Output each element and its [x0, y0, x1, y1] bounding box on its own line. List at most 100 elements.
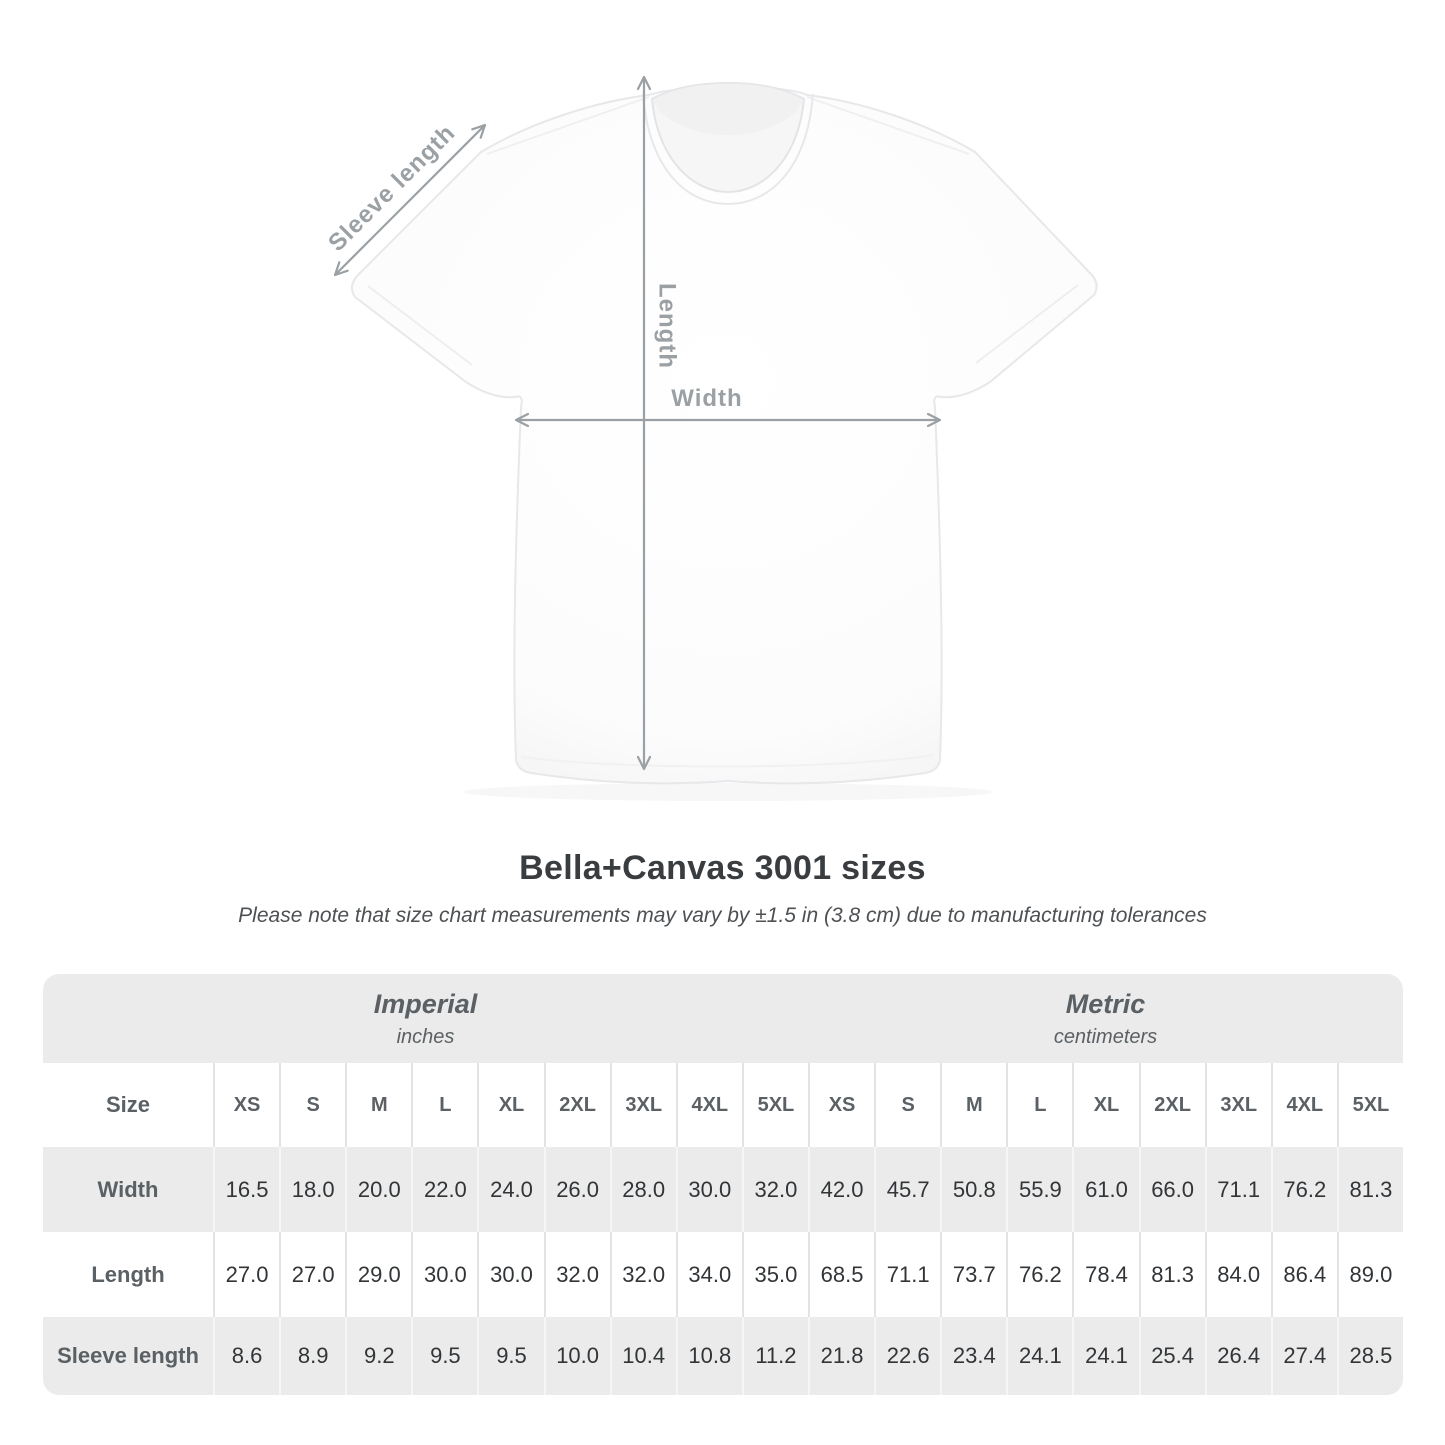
- size-header-cell: 3XL: [609, 1063, 676, 1147]
- measurement-cell: 23.4: [940, 1317, 1006, 1395]
- size-header-cell: 5XL: [741, 1063, 808, 1147]
- measurement-arrows: [333, 75, 942, 771]
- imperial-group-label: Imperial: [373, 988, 478, 1019]
- size-header-row: Size XS S M L XL 2XL 3XL 4XL 5XL XS S M L XL 2XL 3XL 4XL…: [43, 1063, 1403, 1147]
- measurement-cell: 16.5: [213, 1147, 279, 1232]
- sleeve-length-row-label: Sleeve length: [57, 1343, 199, 1368]
- measurement-cell: 29.0: [345, 1232, 411, 1317]
- measurement-cell: 45.7: [874, 1147, 940, 1232]
- size-header-cell: L: [1006, 1063, 1072, 1147]
- sleeve-length-row: Sleeve length 8.6 8.9 9.2 9.5 9.5 10.0 10.4 10.…: [43, 1317, 1403, 1395]
- measurement-cell: 11.2: [741, 1317, 808, 1395]
- width-row: Width 16.5 18.0 20.0 22.0 24.0 26.0 28.0 30.0 32…: [43, 1147, 1403, 1232]
- measurement-cell: 8.9: [279, 1317, 345, 1395]
- measurement-cell: 35.0: [741, 1232, 808, 1317]
- measurement-cell: 25.4: [1138, 1317, 1205, 1395]
- tshirt-illustration: [350, 81, 1098, 785]
- measurement-cell: 81.3: [1138, 1232, 1205, 1317]
- size-column-header: Size: [105, 1092, 151, 1117]
- measurement-cell: 32.0: [741, 1147, 808, 1232]
- width-row-label: Width: [97, 1176, 159, 1202]
- measurement-cell: 32.0: [543, 1232, 610, 1317]
- sleeve-length-arrow: [333, 123, 487, 277]
- measurement-cell: 22.0: [411, 1147, 477, 1232]
- measurement-cell: 26.0: [543, 1147, 610, 1232]
- measurement-cell: 9.5: [411, 1317, 477, 1395]
- measurement-cell: 34.0: [675, 1232, 742, 1317]
- measurement-cell: 61.0: [1072, 1147, 1138, 1232]
- measurement-cell: 71.1: [1204, 1147, 1271, 1232]
- measurement-cell: 30.0: [675, 1147, 742, 1232]
- size-header-cell: M: [345, 1063, 411, 1147]
- measurement-cell: 76.2: [1006, 1232, 1072, 1317]
- metric-group-unit: centimeters: [1053, 1025, 1158, 1048]
- metric-group-label: Metric: [1065, 988, 1146, 1019]
- measurement-cell: 8.6: [213, 1317, 279, 1395]
- size-header-cell: XS: [213, 1063, 279, 1147]
- size-header-cell: S: [874, 1063, 940, 1147]
- length-row-label: Length: [91, 1261, 165, 1287]
- size-table: Imperial inches Metric centimeters Size …: [43, 974, 1403, 1395]
- measurement-cell: 27.0: [279, 1232, 345, 1317]
- measurement-cell: 10.4: [609, 1317, 676, 1395]
- size-header-cell: 4XL: [675, 1063, 742, 1147]
- width-arrow: [514, 412, 942, 428]
- measurement-cell: 28.5: [1336, 1317, 1403, 1395]
- shirt-shadow: [463, 783, 993, 801]
- measurement-cell: 73.7: [940, 1232, 1006, 1317]
- measurement-cell: 76.2: [1270, 1147, 1337, 1232]
- measurement-cell: 10.0: [543, 1317, 610, 1395]
- measurement-cell: 71.1: [874, 1232, 940, 1317]
- measurement-cell: 78.4: [1072, 1232, 1138, 1317]
- measurement-cell: 24.1: [1072, 1317, 1138, 1395]
- measurement-cell: 20.0: [345, 1147, 411, 1232]
- size-header-cell: M: [940, 1063, 1006, 1147]
- measurement-cell: 18.0: [279, 1147, 345, 1232]
- measurement-cell: 42.0: [808, 1147, 874, 1232]
- measurement-cell: 9.2: [345, 1317, 411, 1395]
- size-header-cell: XS: [808, 1063, 874, 1147]
- size-header-cell: XL: [477, 1063, 543, 1147]
- size-header-cell: 2XL: [543, 1063, 610, 1147]
- imperial-group-header: Imperial inches: [43, 974, 808, 1063]
- size-header-cell: 4XL: [1270, 1063, 1337, 1147]
- width-label: Width: [671, 385, 742, 412]
- measurement-cell: 30.0: [477, 1232, 543, 1317]
- measurement-cell: 50.8: [940, 1147, 1006, 1232]
- measurement-cell: 26.4: [1204, 1317, 1271, 1395]
- measurement-cell: 66.0: [1138, 1147, 1205, 1232]
- measurement-cell: 10.8: [675, 1317, 742, 1395]
- measurement-cell: 27.0: [213, 1232, 279, 1317]
- measurement-cell: 81.3: [1336, 1147, 1403, 1232]
- measurement-cell: 9.5: [477, 1317, 543, 1395]
- measurement-cell: 55.9: [1006, 1147, 1072, 1232]
- page-title: Bella+Canvas 3001 sizes: [519, 849, 926, 887]
- length-arrow: [636, 75, 652, 771]
- size-header-cell: 5XL: [1336, 1063, 1403, 1147]
- size-header-cell: 3XL: [1204, 1063, 1271, 1147]
- measurement-cell: 89.0: [1336, 1232, 1403, 1317]
- metric-group-header: Metric centimeters: [808, 974, 1403, 1063]
- unit-group-header-row: Imperial inches Metric centimeters: [43, 974, 1403, 1063]
- measurement-cell: 24.0: [477, 1147, 543, 1232]
- tolerance-note: Please note that size chart measurements…: [238, 904, 1207, 927]
- measurement-cell: 27.4: [1270, 1317, 1337, 1395]
- measurement-cell: 84.0: [1204, 1232, 1271, 1317]
- size-header-cell: L: [411, 1063, 477, 1147]
- size-header-cell: S: [279, 1063, 345, 1147]
- measurement-cell: 24.1: [1006, 1317, 1072, 1395]
- measurement-cell: 22.6: [874, 1317, 940, 1395]
- length-label: Length: [654, 283, 681, 369]
- measurement-cell: 86.4: [1270, 1232, 1337, 1317]
- measurement-cell: 68.5: [808, 1232, 874, 1317]
- measurement-cell: 32.0: [609, 1232, 676, 1317]
- size-header-cell: XL: [1072, 1063, 1138, 1147]
- measurement-cell: 30.0: [411, 1232, 477, 1317]
- tshirt-measurement-diagram: Width Length Sleeve length: [323, 75, 1098, 801]
- length-row: Length 27.0 27.0 29.0 30.0 30.0 32.0 32.0 34.0 3…: [43, 1232, 1403, 1317]
- imperial-group-unit: inches: [396, 1025, 455, 1048]
- size-header-cell: 2XL: [1138, 1063, 1205, 1147]
- measurement-cell: 21.8: [808, 1317, 874, 1395]
- measurement-cell: 28.0: [609, 1147, 676, 1232]
